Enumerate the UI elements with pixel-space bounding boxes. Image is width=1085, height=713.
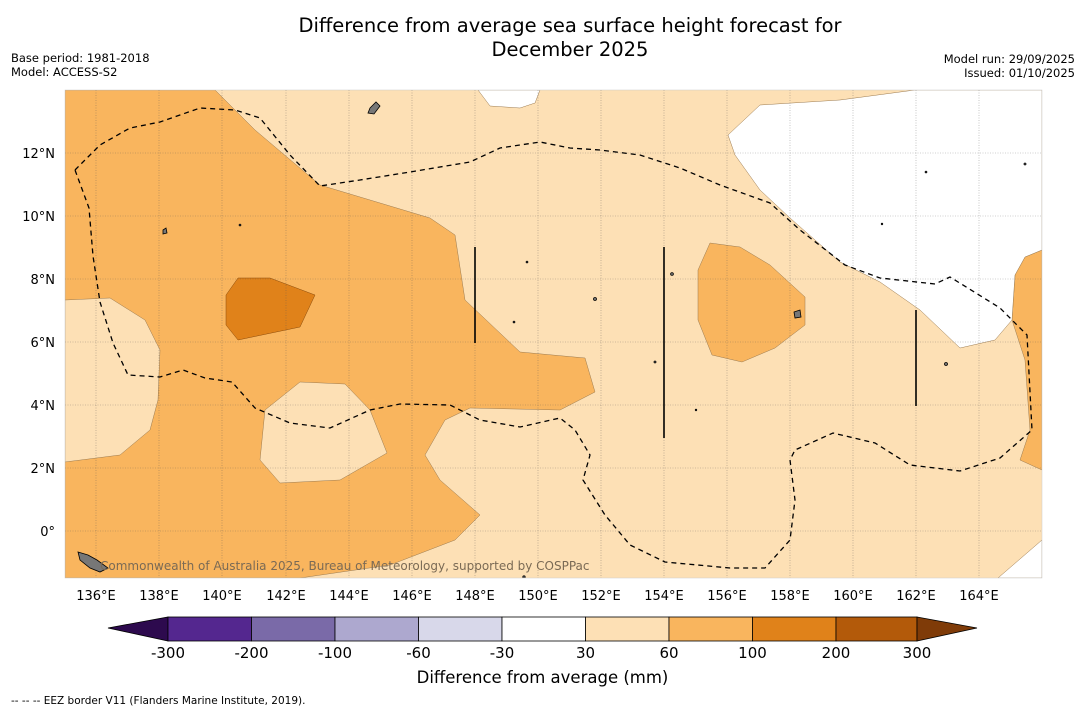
boundary-lines [474,247,917,438]
band-white-corner [997,539,1042,578]
colorbar-segment [501,616,586,642]
lon-label: 142°E [266,589,306,604]
footnote-eez: -- -- -- EEZ border V11 (Flanders Marine… [11,695,306,707]
colorbar-segment [418,616,503,642]
colorbar-extend-low [107,616,169,642]
lon-label: 146°E [392,589,432,604]
meta-right: Model run: 29/09/2025 Issued: 01/10/2025 [944,52,1075,80]
band-60-100-west [65,90,596,578]
eez-borders [74,107,1033,569]
lon-label: 150°E [518,589,558,604]
band-white-top [477,90,541,109]
colorbar-segment [251,616,336,642]
map-area: Commonwealth of Australia 2025, Bureau o… [65,90,1042,578]
colorbar-segment [668,616,753,642]
lat-label: 8°N [31,273,56,288]
colorbar-segment [585,616,670,642]
lon-label: 162°E [896,589,936,604]
title-line-1: Difference from average sea surface heig… [298,14,842,37]
map-frame [64,89,1043,579]
colorbar-tick: 200 [822,644,851,662]
lon-label: 136°E [76,589,116,604]
lon-label: 160°E [833,589,873,604]
lat-label: 6°N [31,336,56,351]
colorbar-tick: 100 [738,644,767,662]
islands [77,101,1027,578]
band-30-60-west-patch [65,297,161,463]
lon-label: 148°E [455,589,495,604]
colorbar-segment [167,616,252,642]
lat-axis: 12°N 10°N 8°N 6°N 4°N 2°N 0° [22,147,55,540]
lon-label: 152°E [581,589,621,604]
lat-label: 12°N [22,147,55,162]
lon-label: 140°E [202,589,242,604]
colorbar-segment [835,616,918,642]
model-run: Model run: 29/09/2025 [943,52,1075,66]
base-period: Base period: 1981-2018 [11,51,150,65]
colorbar-extend-high [916,616,978,642]
colorbar-segment [334,616,419,642]
lat-gridlines [65,152,1042,532]
map-credit: Commonwealth of Australia 2025, Bureau o… [100,559,590,573]
meta-left: Base period: 1981-2018 Model: ACCESS-S2 [11,51,150,79]
colorbar-tick: 60 [659,644,678,662]
lon-label: 158°E [770,589,810,604]
band-100-200-patch [225,277,316,341]
lon-label: 164°E [959,589,999,604]
lat-label: 0° [40,525,55,540]
lon-label: 144°E [329,589,369,604]
colorbar-tick: 30 [576,644,595,662]
lon-label: 156°E [707,589,747,604]
model-name: Model: ACCESS-S2 [11,65,118,79]
colorbar [107,616,978,642]
title-line-2: December 2025 [491,38,649,61]
colorbar-tick: -30 [490,644,515,662]
band-60-100-east-patch [697,242,806,363]
colorbar-tick: -300 [151,644,185,662]
colorbar-tick: -100 [318,644,352,662]
lon-axis: 136°E 138°E 140°E 142°E 144°E 146°E 148°… [76,589,999,604]
colorbar-ticks: -300 -200 -100 -60 -30 30 60 100 200 300 [151,644,931,662]
colorbar-title: Difference from average (mm) [416,668,669,687]
colorbar-tick: 300 [903,644,932,662]
lon-label: 154°E [644,589,684,604]
colorbar-tick: -60 [406,644,431,662]
lat-label: 2°N [31,462,56,477]
lat-label: 10°N [22,210,55,225]
band-30-60-south-patch [259,381,388,484]
issued-date: Issued: 01/10/2025 [964,66,1075,80]
lon-label: 138°E [139,589,179,604]
colorbar-tick: -200 [234,644,268,662]
lat-label: 4°N [31,399,56,414]
map-title: Difference from average sea surface heig… [200,14,940,62]
band-white-east [727,90,1042,349]
colorbar-segment [752,616,837,642]
